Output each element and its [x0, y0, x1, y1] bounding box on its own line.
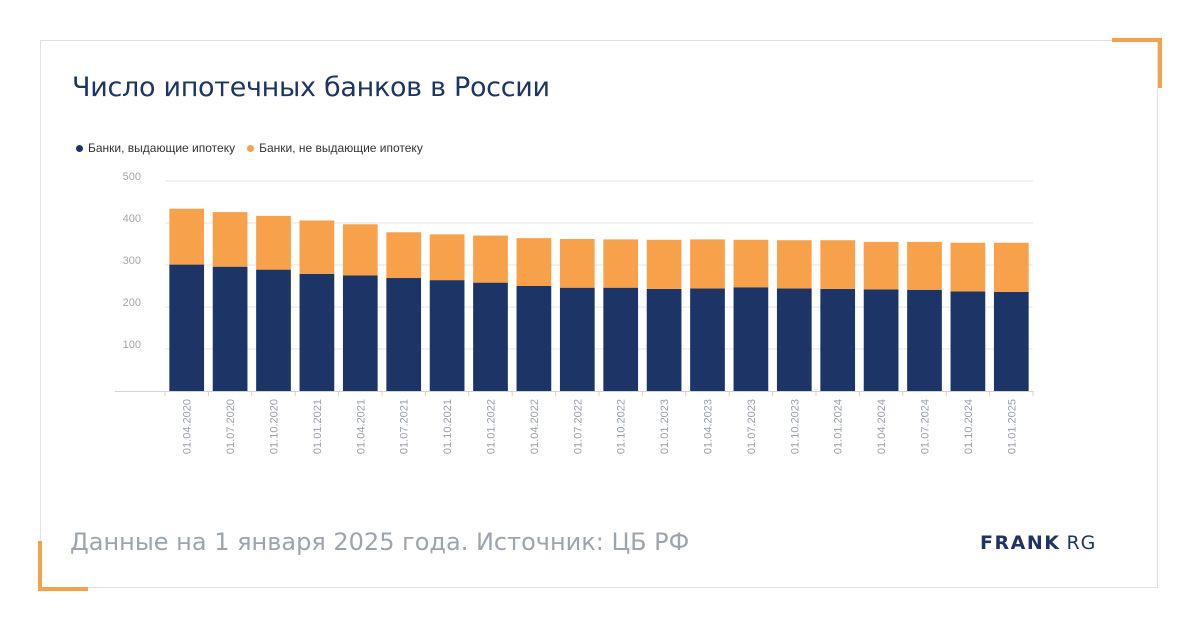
- brand-logo: FRANK RG: [980, 532, 1096, 554]
- bar-segment-issuing: [907, 289, 942, 391]
- corner-accent-top-right: [1112, 38, 1162, 42]
- y-tick-label: 400: [123, 213, 141, 225]
- bar-segment-not-issuing: [342, 224, 378, 276]
- bar-segment-issuing: [863, 289, 899, 391]
- x-tick-label: 01.10.2021: [442, 399, 454, 454]
- corner-accent-bottom-left: [38, 541, 42, 591]
- bar-segment-issuing: [342, 275, 378, 391]
- bar-segment-not-issuing: [429, 234, 465, 281]
- bar-segment-issuing: [733, 287, 769, 391]
- x-tick-label: 01.10.2022: [616, 399, 628, 454]
- x-tick-label: 01.10.2023: [789, 399, 801, 454]
- bar-segment-not-issuing: [776, 240, 812, 289]
- bar-segment-not-issuing: [212, 212, 248, 267]
- bar-segment-not-issuing: [473, 235, 508, 283]
- x-tick-label: 01.01.2021: [312, 399, 324, 454]
- bar-segment-not-issuing: [256, 215, 291, 270]
- y-tick-label: 500: [123, 171, 141, 183]
- bar-segment-issuing: [256, 269, 291, 391]
- chart-title: Число ипотечных банков в России: [72, 72, 550, 103]
- bar-segment-issuing: [603, 287, 639, 391]
- bar-segment-not-issuing: [386, 232, 422, 279]
- y-tick-label: 100: [123, 339, 141, 351]
- x-tick-label: 01.07.2022: [572, 399, 584, 454]
- bar-segment-not-issuing: [820, 240, 856, 289]
- bar-segment-not-issuing: [169, 208, 205, 265]
- bar-segment-issuing: [386, 278, 422, 391]
- x-tick-label: 01.01.2024: [833, 399, 845, 454]
- x-tick-label: 01.04.2024: [876, 399, 888, 454]
- bar-segment-issuing: [559, 287, 595, 391]
- bar-segment-issuing: [993, 291, 1029, 391]
- x-tick-label: 01.01.2025: [1006, 399, 1018, 454]
- bar-segment-issuing: [776, 288, 812, 391]
- logo-secondary: RG: [1066, 532, 1097, 554]
- bar-segment-not-issuing: [646, 239, 682, 289]
- bar-segment-issuing: [429, 280, 465, 391]
- y-tick-label: 300: [123, 255, 141, 267]
- bar-segment-issuing: [950, 291, 986, 391]
- x-tick-label: 01.04.2020: [182, 399, 194, 454]
- bar-segment-not-issuing: [950, 242, 986, 292]
- corner-accent-top-right: [1158, 38, 1162, 88]
- x-tick-label: 01.04.2023: [703, 399, 715, 454]
- bar-segment-not-issuing: [733, 239, 769, 288]
- y-tick-label: 200: [123, 297, 141, 309]
- bar-segment-issuing: [820, 288, 856, 391]
- bar-segment-not-issuing: [993, 242, 1029, 292]
- bar-segment-issuing: [473, 282, 508, 391]
- x-tick-label: 01.07.2020: [225, 399, 237, 454]
- bar-segment-issuing: [212, 266, 248, 391]
- legend-item-issuing: Банки, выдающие ипотеку: [76, 141, 235, 155]
- x-tick-label: 01.04.2022: [529, 399, 541, 454]
- bar-segment-not-issuing: [559, 238, 595, 288]
- legend-dot-orange: [247, 144, 255, 152]
- legend-label: Банки, не выдающие ипотеку: [259, 141, 423, 155]
- legend-label: Банки, выдающие ипотеку: [88, 141, 236, 155]
- source-note: Данные на 1 января 2025 года. Источник: …: [70, 528, 690, 556]
- legend-item-not-issuing: Банки, не выдающие ипотеку: [247, 141, 423, 155]
- bar-segment-not-issuing: [516, 238, 552, 286]
- bar-segment-not-issuing: [603, 239, 639, 288]
- x-tick-label: 01.07.2021: [399, 399, 411, 454]
- bar-segment-issuing: [516, 286, 552, 391]
- x-tick-label: 01.10.2020: [269, 399, 281, 454]
- bar-segment-not-issuing: [907, 241, 942, 290]
- chart-legend: Банки, выдающие ипотеку Банки, не выдающ…: [76, 141, 435, 155]
- bar-segment-issuing: [690, 288, 725, 391]
- bar-segment-not-issuing: [863, 241, 899, 290]
- x-tick-label: 01.07.2023: [746, 399, 758, 454]
- x-tick-label: 01.10.2024: [963, 399, 975, 454]
- x-tick-label: 01.01.2022: [486, 399, 498, 454]
- x-tick-label: 01.07.2024: [920, 399, 932, 454]
- logo-primary: FRANK: [980, 532, 1061, 554]
- x-tick-label: 01.01.2023: [659, 399, 671, 454]
- corner-accent-bottom-left: [38, 587, 88, 591]
- bar-segment-issuing: [169, 264, 205, 391]
- bar-segment-not-issuing: [690, 239, 725, 289]
- bar-segment-issuing: [646, 288, 682, 391]
- legend-dot-navy: [76, 144, 83, 152]
- x-tick-label: 01.04.2021: [355, 399, 367, 454]
- bar-segment-issuing: [299, 273, 335, 391]
- bar-segment-not-issuing: [299, 220, 335, 274]
